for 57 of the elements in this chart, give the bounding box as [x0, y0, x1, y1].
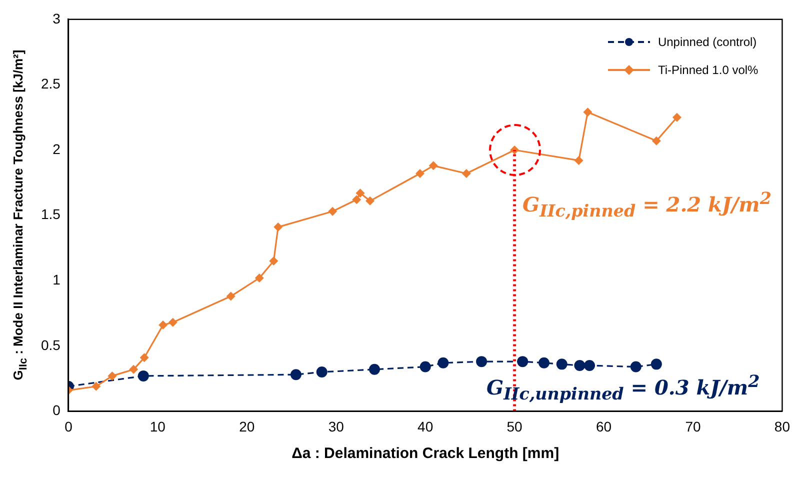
y-tick-label: 0: [52, 402, 61, 418]
point: [366, 196, 375, 206]
point: [356, 188, 365, 198]
point: [415, 169, 424, 178]
point: [129, 364, 138, 374]
point: [328, 206, 338, 216]
point: [652, 136, 661, 146]
legend-label: Ti-Pinned 1.0 vol%: [658, 63, 758, 78]
point: [158, 320, 168, 330]
point: [428, 161, 438, 170]
x-tick-label: 50: [506, 418, 523, 434]
point: [420, 361, 431, 372]
y-tick-label: 2.5: [40, 76, 61, 92]
point: [269, 256, 278, 266]
point: [650, 358, 662, 370]
x-tick-label: 60: [596, 418, 612, 434]
y-tick-label: 1: [52, 271, 61, 288]
point: [583, 108, 592, 117]
point: [352, 195, 362, 204]
x-tick-label: 70: [685, 418, 701, 434]
point: [138, 370, 149, 382]
point: [672, 112, 682, 122]
point: [517, 356, 528, 368]
point: [108, 371, 117, 380]
y-tick-label: 1.5: [40, 206, 61, 222]
point: [574, 360, 586, 371]
x-tick-label: 30: [328, 418, 344, 434]
point: [168, 318, 178, 327]
y-tick-label: 2: [52, 140, 61, 157]
x-tick-label: 20: [239, 418, 255, 434]
point: [316, 366, 328, 378]
point: [274, 222, 283, 232]
point: [140, 353, 149, 362]
point: [226, 292, 236, 301]
x-axis-title: Δa : Delamination Crack Length [mm]: [290, 445, 560, 462]
point: [476, 356, 488, 368]
point: [630, 361, 642, 372]
y-tick-label: 3: [52, 10, 61, 26]
point: [368, 364, 380, 375]
x-tick-label: 10: [150, 418, 166, 434]
point: [290, 369, 302, 380]
x-tick-label: 40: [418, 418, 434, 434]
y-tick-label: 0.5: [40, 336, 61, 353]
annotation: G$_{IIc,pinned}$ = 2.2 kJ/m$^{2}$: [522, 188, 772, 221]
point: [92, 382, 101, 391]
legend-label: Unpinned (control): [658, 35, 757, 50]
annotation: G$_{IIc,unpinned}$ = 0.3 kJ/m$^{2}$: [486, 371, 760, 404]
point: [556, 358, 568, 370]
point: [584, 360, 595, 371]
point: [254, 273, 264, 282]
x-tick-label: 0: [64, 418, 73, 434]
x-tick-label: 80: [774, 418, 790, 434]
point: [574, 156, 584, 165]
point: [438, 357, 449, 368]
point: [462, 169, 471, 178]
point: [510, 146, 520, 154]
point: [538, 357, 550, 368]
